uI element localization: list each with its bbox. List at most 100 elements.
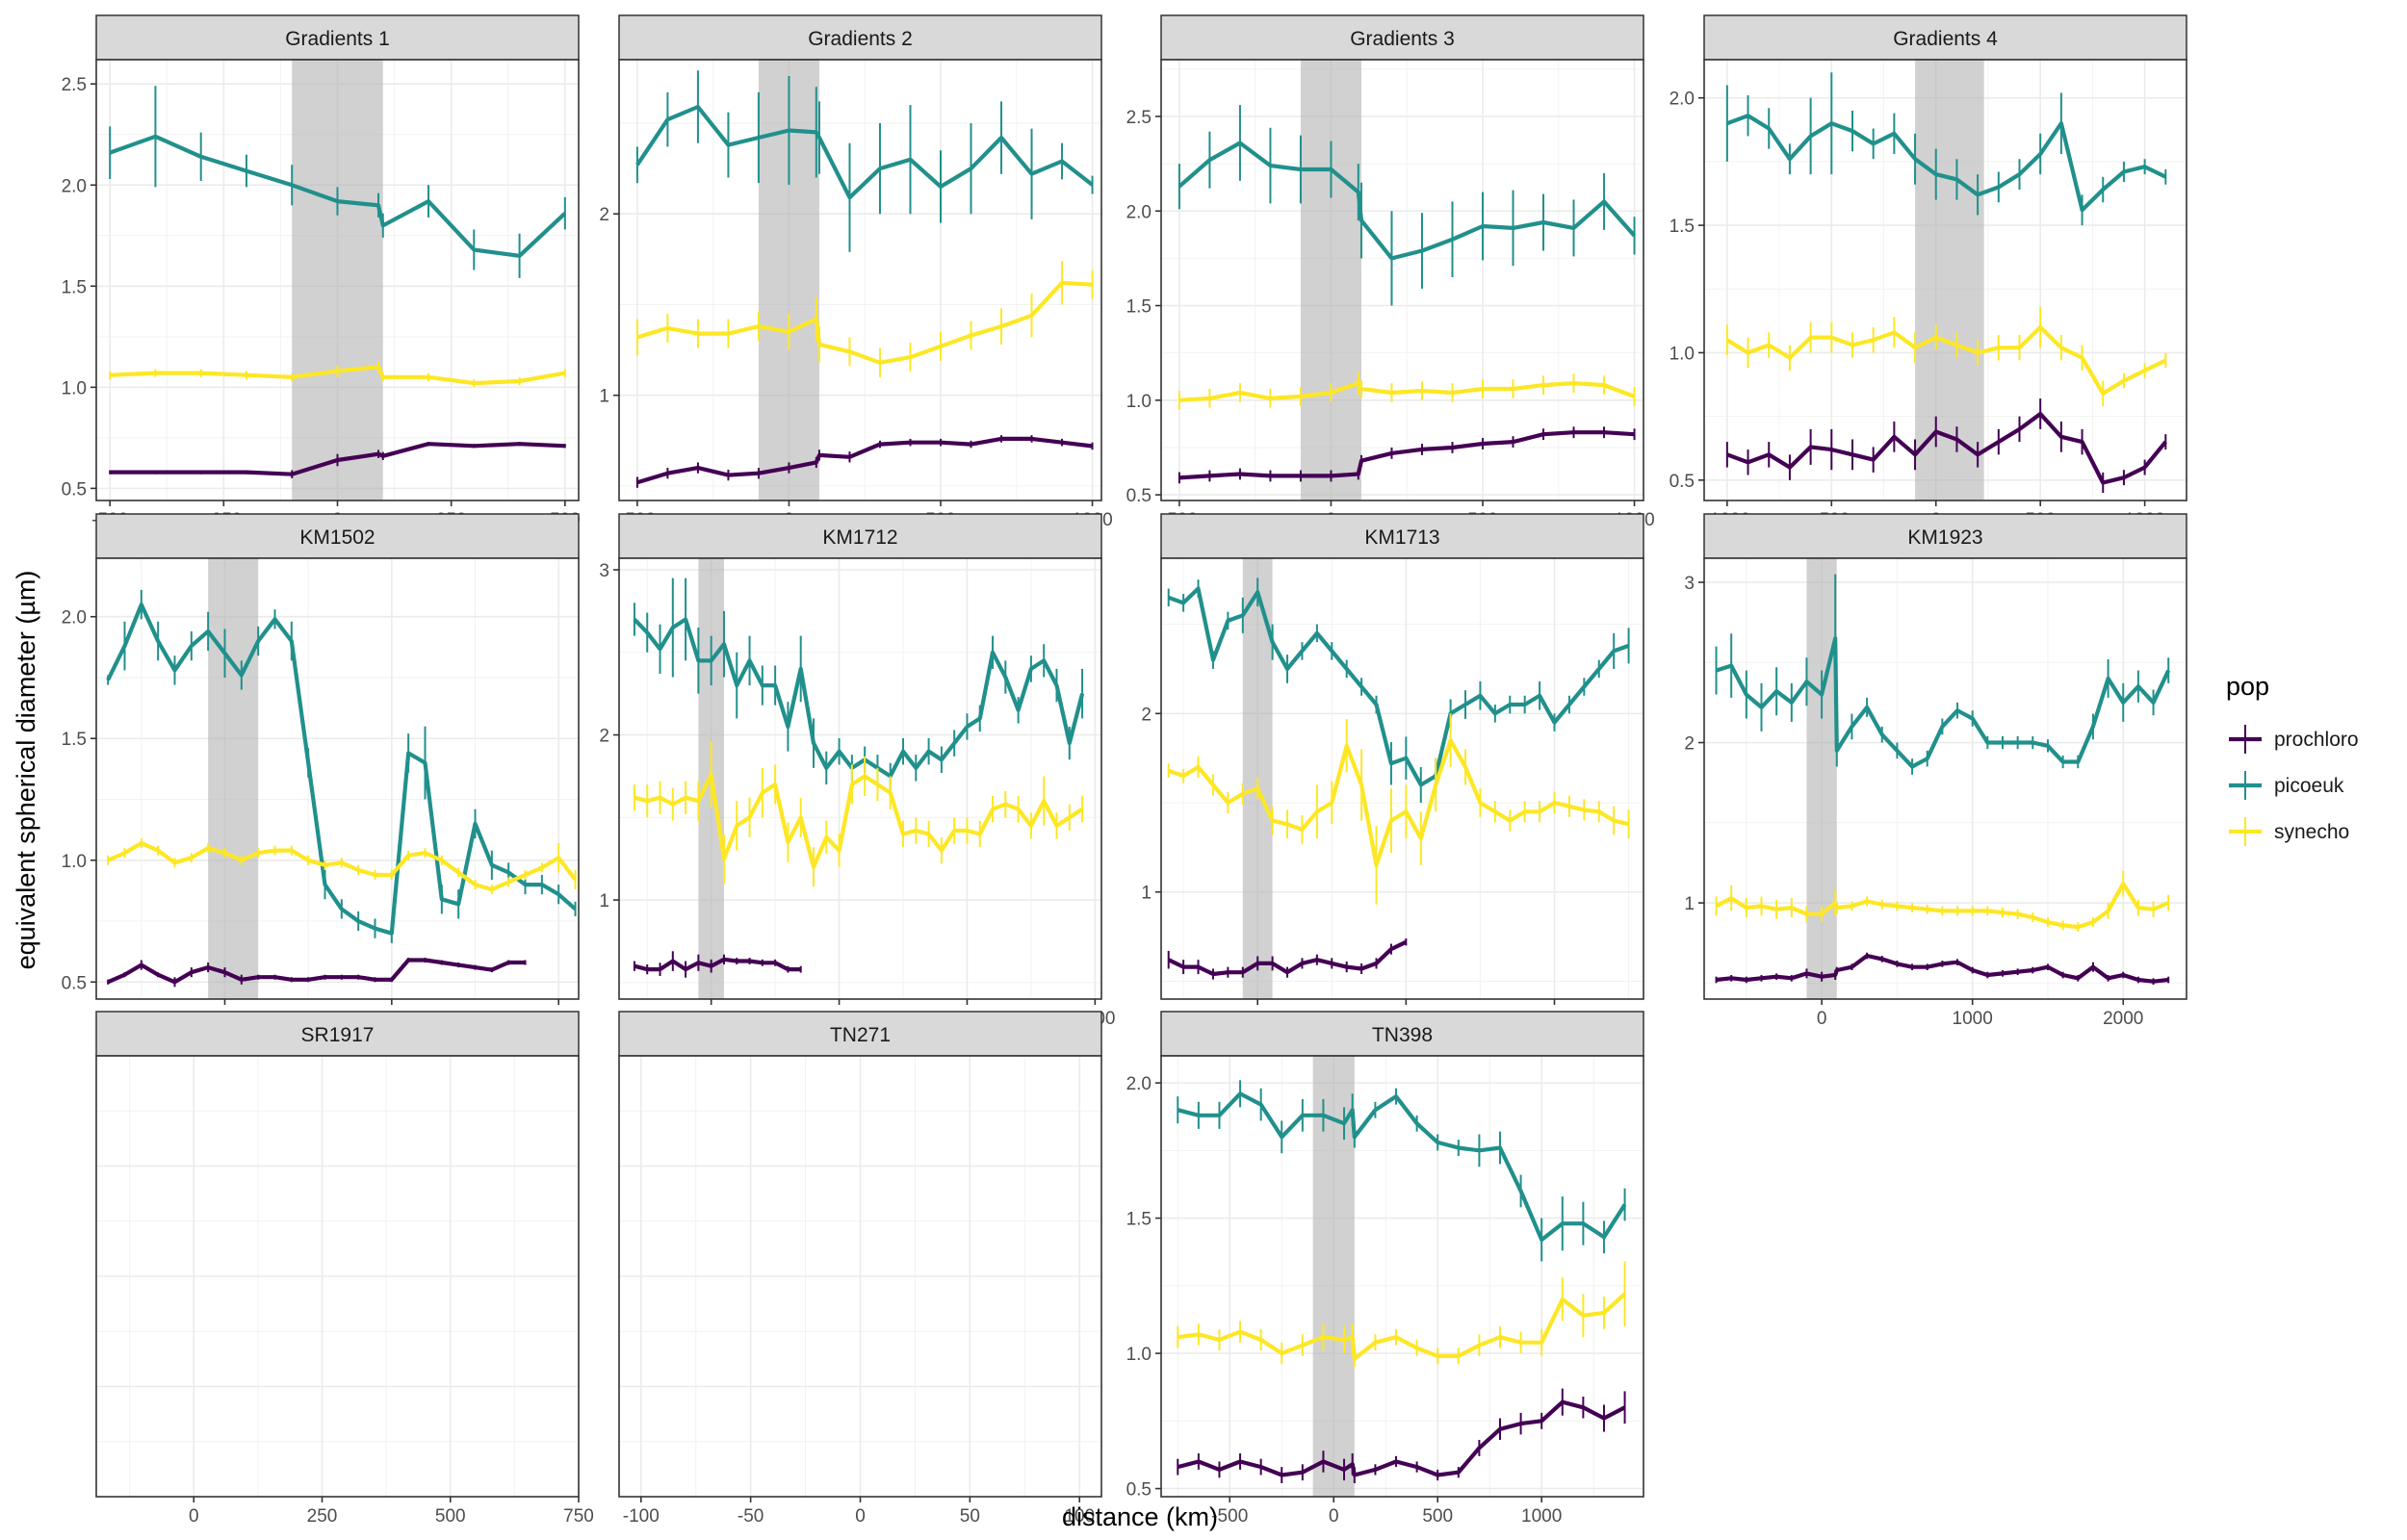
front-region-band: [292, 60, 383, 500]
y-tick-label: 2: [1141, 705, 1152, 725]
x-tick-label: 500: [1422, 1506, 1453, 1527]
strip-gradients-4: [1703, 14, 2187, 61]
strip-label-tn271: TN271: [830, 1024, 891, 1046]
plot-area-gradients-2: [619, 60, 1101, 500]
y-tick-label: 1.5: [1669, 217, 1695, 237]
panel-border: [1703, 59, 2187, 501]
legend-title: pop: [2226, 672, 2269, 701]
y-tick-label: 2.0: [1669, 90, 1695, 110]
y-tick-label: 1: [1141, 884, 1152, 904]
series-line-prochloro: [1716, 953, 2169, 984]
plot-area-gradients-3: [1161, 60, 1643, 500]
y-tick-label: 1.5: [62, 730, 87, 750]
strip-label-gradients-4: Gradients 4: [1893, 28, 1998, 50]
strip-km1712: [618, 513, 1102, 559]
strip-label-gradients-3: Gradients 3: [1350, 28, 1455, 50]
series-synecho: [107, 837, 578, 895]
x-tick-label: -500: [1211, 1506, 1248, 1527]
panel-border: [1703, 557, 2187, 1000]
legend-label-picoeuk: picoeuk: [2274, 775, 2344, 797]
series-line-synecho: [634, 772, 1084, 869]
legend: pop prochloro picoeuk synecho: [2226, 672, 2359, 851]
series-prochloro: [633, 951, 802, 978]
x-tick-label: 250: [307, 1506, 338, 1527]
series-prochloro: [1167, 937, 1408, 980]
legend-label-synecho: synecho: [2274, 821, 2349, 843]
series-line-synecho: [110, 365, 566, 386]
strip-label-km1923: KM1923: [1907, 526, 1982, 549]
series-line-synecho: [1178, 1292, 1627, 1361]
y-tick-label: 1: [1684, 894, 1695, 914]
strip-gradients-3: [1160, 14, 1644, 61]
strip-gradients-1: [95, 14, 580, 61]
x-tick-label: -50: [738, 1506, 764, 1527]
series-prochloro: [635, 435, 1094, 488]
strip-label-gradients-2: Gradients 2: [808, 28, 913, 50]
series-picoeuk: [106, 589, 577, 943]
legend-entry-picoeuk: picoeuk: [2226, 766, 2344, 805]
series-synecho: [1177, 1261, 1627, 1368]
plot-area-km1713: [1161, 558, 1643, 999]
series-synecho: [635, 261, 1094, 377]
series-line-picoeuk: [1177, 1091, 1627, 1243]
panel-border: [95, 1055, 580, 1498]
panel-tn271: TN271 -100 -50 0 50 100: [618, 1011, 1102, 1527]
series-picoeuk: [1178, 105, 1637, 306]
strip-tn271: [618, 1011, 1102, 1057]
series-synecho: [109, 361, 566, 388]
legend-entry-synecho: synecho: [2226, 812, 2349, 851]
strip-label-tn398: TN398: [1372, 1024, 1433, 1046]
y-tick-label: 0.5: [1669, 472, 1695, 492]
strip-label-sr1917: SR1917: [301, 1024, 375, 1046]
series-synecho: [633, 741, 1084, 887]
panel-border: [1160, 1055, 1644, 1498]
strip-km1923: [1703, 513, 2187, 559]
series-line-picoeuk: [1167, 586, 1630, 787]
y-tick-label: 1.0: [1126, 1345, 1152, 1365]
panels: Gradients 1-500-25002505000.51.01.52.02.…: [62, 14, 2187, 1527]
strip-label-km1502: KM1502: [299, 526, 375, 549]
series-synecho: [1715, 870, 2170, 933]
series-line-synecho: [1167, 737, 1630, 868]
x-tick-label: 750: [563, 1506, 594, 1527]
y-tick-label: 1.5: [1126, 297, 1152, 318]
panel-km1713: KM171301000200012: [1141, 513, 1644, 1029]
y-tick-label: 3: [599, 561, 609, 581]
panel-border: [95, 557, 580, 1000]
series-line-synecho: [1725, 324, 2167, 396]
x-tick-label: 0: [855, 1506, 866, 1527]
x-axis-title: distance (km): [1062, 1502, 1218, 1531]
y-tick-label: 1: [599, 891, 609, 911]
y-tick-label: 2.0: [62, 176, 87, 196]
y-tick-label: 1.0: [1669, 344, 1695, 364]
series-synecho: [1178, 372, 1636, 410]
x-tick-label: 100: [1064, 1506, 1095, 1527]
series-line-picoeuk: [1726, 114, 2167, 213]
plot-area-tn398: [1161, 1056, 1643, 1497]
panel-gradients-2: Gradients 2-5000500100012: [599, 14, 1113, 530]
strip-label-gradients-1: Gradients 1: [285, 28, 390, 50]
y-tick-label: 0.5: [1126, 1480, 1152, 1501]
y-tick-label: 2.0: [1126, 202, 1152, 222]
series-synecho: [1167, 713, 1630, 905]
x-tick-label: -100: [623, 1506, 660, 1527]
y-tick-label: 3: [1684, 574, 1695, 594]
series-picoeuk: [1715, 574, 2171, 775]
y-tick-label: 0.5: [62, 479, 87, 500]
plot-area-km1502: [96, 558, 579, 999]
series-picoeuk: [633, 578, 1085, 790]
series-prochloro: [1178, 426, 1636, 484]
panel-border: [618, 59, 1102, 501]
x-tick-label: 1000: [1521, 1506, 1562, 1527]
panel-border: [1160, 557, 1644, 1000]
series-picoeuk: [635, 70, 1094, 252]
series-line-prochloro: [107, 958, 526, 985]
strip-label-km1712: KM1712: [822, 526, 897, 549]
y-tick-label: 2.0: [1126, 1074, 1152, 1094]
panel-border: [618, 557, 1102, 1000]
front-region-band: [1915, 60, 1984, 500]
panel-km1923: KM1923 0 1000 2000 1 2 3: [1684, 513, 2187, 1029]
series-prochloro: [1715, 952, 2170, 986]
